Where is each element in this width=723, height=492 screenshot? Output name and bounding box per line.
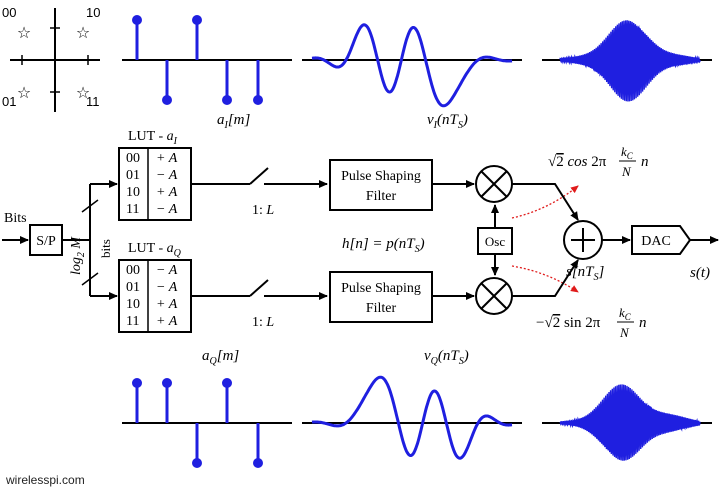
label-aI: aI[m] xyxy=(217,112,251,131)
svg-text:N: N xyxy=(619,325,630,340)
stem-marker xyxy=(132,378,142,388)
log2m-label: log2 M xyxy=(69,236,87,275)
carrier-arrow-cos xyxy=(511,185,579,219)
svg-text:N: N xyxy=(621,164,632,179)
impulse-response-label: h[n] = p(nTS) xyxy=(342,236,425,255)
constellation-label-11: 11 xyxy=(86,94,100,109)
stem-marker xyxy=(162,378,172,388)
lut-bits-cell: 00 xyxy=(126,263,140,278)
lut-value-cell: + A xyxy=(156,297,178,312)
waveform-modulated-top xyxy=(542,20,712,102)
waveform-vI xyxy=(302,23,522,108)
svg-text:kC: kC xyxy=(621,144,634,161)
stem-marker xyxy=(162,95,172,105)
waveform-vQ xyxy=(302,375,522,460)
upsampler-Q: 1: L xyxy=(191,279,328,330)
adder xyxy=(563,220,603,260)
lut-bits-cell: 01 xyxy=(126,280,140,295)
dac-block xyxy=(631,225,692,255)
star-icon: ☆ xyxy=(76,25,90,42)
lut-bits-cell: 10 xyxy=(126,297,140,312)
lut-I-table: 00 + A 01 − A 10 + A 11 − A xyxy=(118,147,192,221)
label-vI: vI(nTS) xyxy=(427,112,468,131)
constellation-label-01: 01 xyxy=(2,94,16,109)
interp-label-I: 1: L xyxy=(252,203,274,218)
interp-label-Q: 1: L xyxy=(252,315,274,330)
psf-I-line1: Pulse Shaping xyxy=(341,169,421,184)
lut-value-cell: + A xyxy=(156,314,178,329)
stem-marker xyxy=(253,95,263,105)
star-icon: ☆ xyxy=(76,85,90,102)
svg-text:−√2 sin 2π: −√2 sin 2π xyxy=(536,315,601,331)
lutI-title: LUT - aI xyxy=(128,129,178,147)
psf-I-line2: Filter xyxy=(366,189,397,204)
waveform-modulated-bottom xyxy=(542,384,712,461)
psf-Q-line2: Filter xyxy=(366,301,397,316)
lutQ-title: LUT - aQ xyxy=(128,241,182,259)
lut-value-cell: − A xyxy=(156,263,178,278)
stem-marker xyxy=(222,378,232,388)
sp-label: S/P xyxy=(36,234,56,249)
upsampler-I: 1: L xyxy=(191,167,328,218)
label-aQ: aQ[m] xyxy=(202,348,239,367)
star-icon: ☆ xyxy=(17,25,31,42)
stem-marker xyxy=(192,458,202,468)
svg-text:kC: kC xyxy=(619,305,632,322)
lut-bits-cell: 01 xyxy=(126,168,140,183)
stem-plot-aI xyxy=(122,15,292,105)
constellation-label-00: 00 xyxy=(2,5,16,20)
lut-value-cell: − A xyxy=(156,168,178,183)
osc-label: Osc xyxy=(485,234,505,249)
lut-bits-cell: 11 xyxy=(126,202,139,217)
svg-text:√2 cos 2π: √2 cos 2π xyxy=(548,154,607,170)
svg-text:n: n xyxy=(641,154,649,170)
carrier-arrow-sin xyxy=(511,265,579,293)
site-watermark: wirelesspi.com xyxy=(5,473,85,487)
star-icon: ☆ xyxy=(17,85,31,102)
stem-marker xyxy=(253,458,263,468)
lut-value-cell: − A xyxy=(156,280,178,295)
lut-bits-cell: 10 xyxy=(126,185,140,200)
sin-carrier-label: −√2 sin 2π kC N n xyxy=(536,305,647,340)
lut-value-cell: + A xyxy=(156,151,178,166)
pulse-shaping-filter-I xyxy=(329,159,433,211)
stem-marker xyxy=(192,15,202,25)
constellation-label-10: 10 xyxy=(86,5,100,20)
dac-label: DAC xyxy=(641,234,671,249)
lut-value-cell: − A xyxy=(156,202,178,217)
svg-text:n: n xyxy=(639,315,647,331)
sn-label: s[nTS] xyxy=(566,264,605,283)
bits-label: Bits xyxy=(4,211,27,226)
stem-plot-aQ xyxy=(122,378,292,468)
lut-Q-table: 00 − A 01 − A 10 + A 11 + A xyxy=(118,259,192,333)
mixer-I xyxy=(475,165,513,203)
bits-side-label: bits xyxy=(98,239,113,258)
st-label: s(t) xyxy=(690,265,710,281)
lut-bits-cell: 00 xyxy=(126,151,140,166)
stem-marker xyxy=(222,95,232,105)
lut-bits-cell: 11 xyxy=(126,314,139,329)
constellation: ☆ ☆ ☆ ☆ 00 10 01 11 xyxy=(2,5,100,112)
label-vQ: vQ(nTS) xyxy=(424,348,469,367)
stem-marker xyxy=(132,15,142,25)
lut-value-cell: + A xyxy=(156,185,178,200)
psf-Q-line1: Pulse Shaping xyxy=(341,281,421,296)
mixer-Q xyxy=(475,277,513,315)
cos-carrier-label: √2 cos 2π kC N n xyxy=(548,144,649,179)
